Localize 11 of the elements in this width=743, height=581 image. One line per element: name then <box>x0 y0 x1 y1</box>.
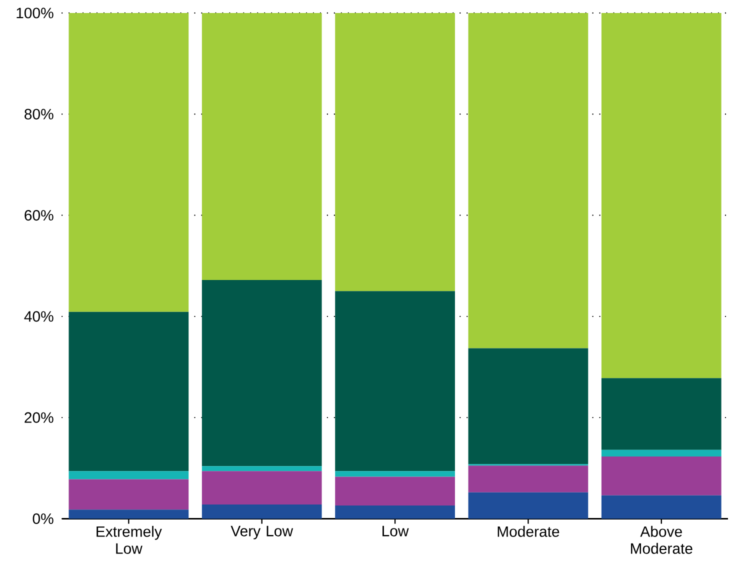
y-tick-label: 40% <box>24 311 54 322</box>
y-tick-label: 20% <box>24 412 54 423</box>
y-tick-label: 60% <box>24 210 54 221</box>
x-tick-label: Above Moderate <box>631 526 692 554</box>
x-tick-label: Low <box>382 526 409 536</box>
x-tick-label: Very Low <box>230 526 294 540</box>
x-tick-label: Extremely Low <box>96 526 162 554</box>
x-tick-label: Moderate <box>498 526 560 537</box>
y-tick-label: 80% <box>24 108 54 120</box>
y-tick-label: 100% <box>16 8 54 18</box>
y-tick-label: 0% <box>32 514 54 524</box>
